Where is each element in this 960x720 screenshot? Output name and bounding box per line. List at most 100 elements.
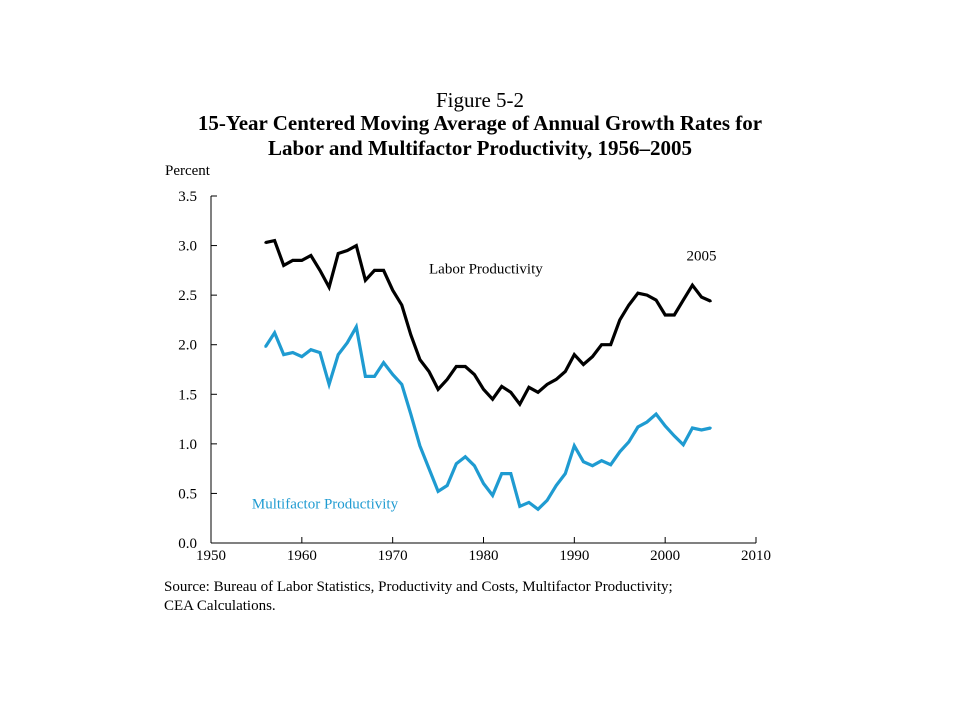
labor-productivity-point <box>709 299 712 303</box>
multifactor-productivity-label: Multifactor Productivity <box>252 496 399 512</box>
multifactor-productivity-point <box>573 444 576 448</box>
labor-productivity-label: Labor Productivity <box>429 261 543 277</box>
multifactor-productivity-point <box>636 425 640 429</box>
multifactor-productivity-point <box>264 345 267 348</box>
labor-productivity-point <box>618 318 621 322</box>
labor-productivity-point <box>582 363 585 366</box>
labor-productivity-point <box>291 259 294 262</box>
multifactor-productivity-point <box>527 501 531 504</box>
multifactor-productivity-point <box>536 508 540 511</box>
series-labels: Labor Productivity Multifactor Productivi… <box>252 248 717 512</box>
labor-productivity-line <box>265 238 712 408</box>
chart-title: 15-Year Centered Moving Average of Annua… <box>100 111 860 161</box>
figure-number: Figure 5-2 <box>435 88 525 112</box>
labor-productivity-point <box>500 385 503 388</box>
multifactor-productivity-point <box>355 325 358 329</box>
multifactor-productivity-point <box>518 505 522 508</box>
multifactor-productivity-point <box>645 420 649 424</box>
chart-title-line-1: 15-Year Centered Moving Average of Annua… <box>197 111 763 135</box>
multifactor-productivity-point <box>564 472 567 475</box>
multifactor-productivity-point <box>473 464 476 467</box>
y-tick-label: 1.0 <box>178 437 197 453</box>
multifactor-productivity-point <box>382 361 385 364</box>
multifactor-productivity-point <box>464 455 467 458</box>
x-tick-label: 1960 <box>287 548 317 564</box>
labor-productivity-point <box>591 355 594 358</box>
labor-productivity-point <box>300 259 304 262</box>
labor-productivity-point <box>491 398 494 401</box>
labor-productivity-point <box>518 403 522 406</box>
multifactor-productivity-point <box>491 494 494 497</box>
multifactor-productivity-point <box>709 426 712 430</box>
labor-productivity-point <box>336 252 340 255</box>
annotation-label: 2005 <box>687 248 717 264</box>
y-tick-label: 2.0 <box>178 338 197 354</box>
x-tick-label: 1950 <box>196 548 226 564</box>
multifactor-productivity-point <box>336 353 340 356</box>
multifactor-productivity-point <box>673 434 676 438</box>
multifactor-productivity-point <box>445 484 449 487</box>
labor-productivity-point <box>264 241 267 244</box>
labor-productivity-point <box>473 373 476 376</box>
x-tick-label: 2010 <box>741 548 771 564</box>
labor-productivity-point <box>455 365 458 368</box>
multifactor-productivity-point <box>346 341 349 344</box>
labor-productivity-point <box>427 370 431 373</box>
multifactor-productivity-point <box>418 444 422 448</box>
y-tick-label: 2.5 <box>178 288 197 304</box>
labor-productivity-point <box>645 293 649 297</box>
series-lines <box>264 238 712 512</box>
labor-productivity-point <box>273 239 276 242</box>
multifactor-productivity-point <box>300 355 304 358</box>
labor-productivity-point <box>654 298 658 302</box>
labor-productivity-point <box>282 264 285 267</box>
multifactor-productivity-point <box>482 482 485 485</box>
y-tick-label: 1.5 <box>178 387 197 403</box>
labor-productivity-point <box>309 254 313 257</box>
multifactor-productivity-point <box>309 348 313 351</box>
chart-title-line-2: Labor and Multifactor Productivity, 1956… <box>267 136 693 160</box>
multifactor-productivity-line <box>264 322 711 512</box>
multifactor-productivity-point <box>391 373 394 376</box>
labor-productivity-point <box>636 291 640 295</box>
y-axis-label: Percent <box>165 163 211 179</box>
multifactor-productivity-point <box>409 412 413 416</box>
multifactor-productivity-point <box>400 383 403 386</box>
labor-productivity-point <box>691 284 694 287</box>
labor-productivity-point <box>436 388 440 391</box>
multifactor-productivity-point <box>373 375 376 378</box>
labor-productivity-point <box>409 333 413 336</box>
multifactor-productivity-point <box>600 459 603 462</box>
y-tick-label: 3.5 <box>178 189 197 205</box>
labor-productivity-point <box>536 391 540 394</box>
labor-productivity-point <box>464 365 467 368</box>
multifactor-productivity-point <box>455 462 458 465</box>
source-line-1: Source: Bureau of Labor Statistics, Prod… <box>164 579 673 595</box>
multifactor-productivity-point <box>618 450 621 453</box>
multifactor-productivity-point <box>318 351 322 354</box>
labor-productivity-point <box>382 269 385 272</box>
labor-productivity-point <box>554 378 558 381</box>
y-tick-label: 0.5 <box>178 486 197 502</box>
multifactor-productivity-point <box>582 460 585 463</box>
labor-productivity-point <box>573 353 576 356</box>
labor-productivity-point <box>355 244 358 247</box>
y-tick-label: 0.0 <box>178 536 197 552</box>
multifactor-productivity-point <box>691 426 694 430</box>
multifactor-productivity-point <box>682 443 685 447</box>
labor-productivity-point <box>346 249 349 252</box>
labor-productivity-point <box>509 391 512 394</box>
labor-productivity-point <box>327 286 331 289</box>
labor-productivity-point <box>391 288 394 292</box>
x-tick-label: 2000 <box>650 548 680 564</box>
labor-productivity-point <box>609 343 612 346</box>
multifactor-productivity-point <box>663 424 667 428</box>
multifactor-productivity-point <box>291 351 294 354</box>
labor-productivity-point <box>527 386 531 389</box>
multifactor-productivity-point <box>282 353 285 356</box>
labor-productivity-point <box>663 313 667 317</box>
multifactor-productivity-point <box>609 463 612 466</box>
labor-productivity-point <box>364 279 367 282</box>
multifactor-productivity-point <box>436 490 440 493</box>
